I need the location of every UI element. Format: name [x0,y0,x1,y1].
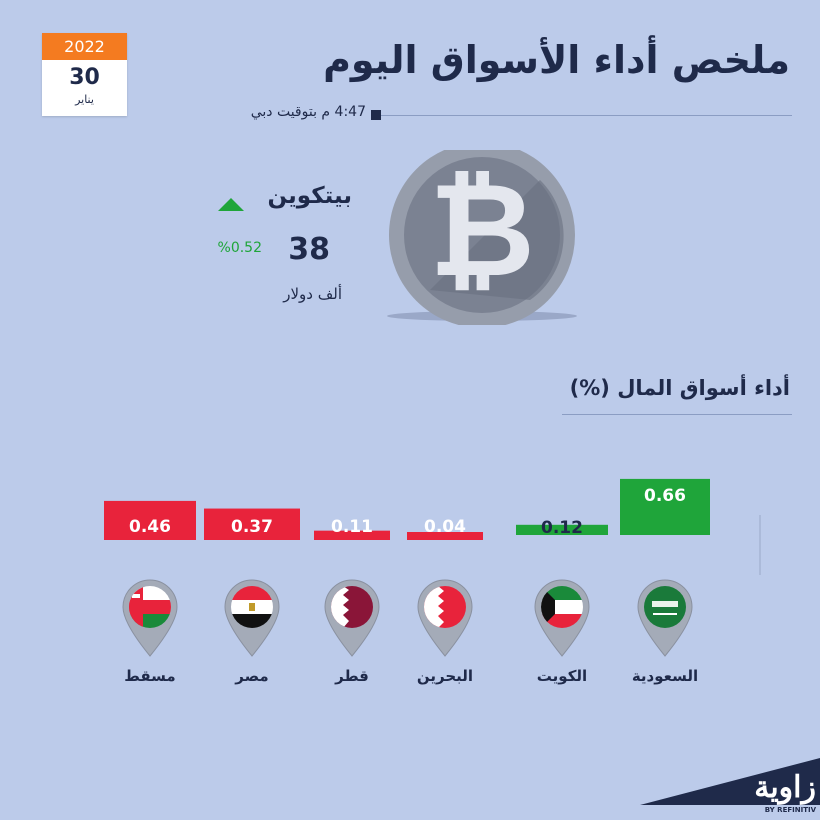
svg-text:₿: ₿ [429,154,535,306]
bitcoin-change: %0.52 [217,240,262,256]
country-label-2: البحرين [417,667,473,685]
bitcoin-label: بيتكوين [267,183,352,209]
bar-2 [407,532,483,540]
country-label-4: مصر [234,667,268,685]
section-title: أداء أسواق المال (%) [569,376,790,400]
country-label-5: مسقط [124,667,175,685]
title-divider [372,115,792,116]
title-bullet-icon [371,110,381,120]
country-label-3: قطر [334,667,369,685]
kuwait-flag-icon [534,579,590,657]
logo-subtext: BY REFINITIV [764,806,816,814]
egypt-flag-icon [224,579,280,657]
bitcoin-value: 38 [288,232,330,267]
section-divider [562,414,792,415]
date-day: 30 [69,65,100,90]
bar-0 [620,478,710,535]
bar-1 [516,524,608,535]
bar-value-label-1: 0.12 [541,518,583,538]
country-label-0: السعودية [632,667,698,685]
triangle-up-icon [218,198,244,211]
bar-4 [204,508,300,540]
oman-flag-icon [122,579,178,657]
date-card: 2022 30 يناير [42,33,127,116]
bar-value-label-3: 0.11 [331,517,373,537]
bahrain-flag-icon [417,579,473,657]
date-month: يناير [75,93,94,106]
bar-value-label-4: 0.37 [231,517,273,537]
date-year: 2022 [42,33,127,60]
logo-banner [640,758,820,820]
qatar-flag-icon [324,579,380,657]
bar-value-label-0: 0.66 [644,486,686,506]
bar-value-label-5: 0.46 [129,517,171,537]
bitcoin-unit: ألف دولار [283,285,342,303]
page-title: ملخص أداء الأسواق اليوم [323,38,790,82]
page-subtitle: 4:47 م بتوقيت دبي [250,104,366,120]
bitcoin-coin-icon: ₿ [387,150,577,325]
bar-value-label-2: 0.04 [424,517,466,537]
country-label-1: الكويت [537,667,587,685]
saudi-flag-icon [637,579,693,657]
bar-3 [314,530,390,540]
zawya-logo: زاوية [754,770,816,805]
bar-5 [104,500,196,540]
markets-bar-chart: 0.66 السعودية 0.12 الكويت 0.04 البحرين 0.11 قطر… [104,478,761,685]
